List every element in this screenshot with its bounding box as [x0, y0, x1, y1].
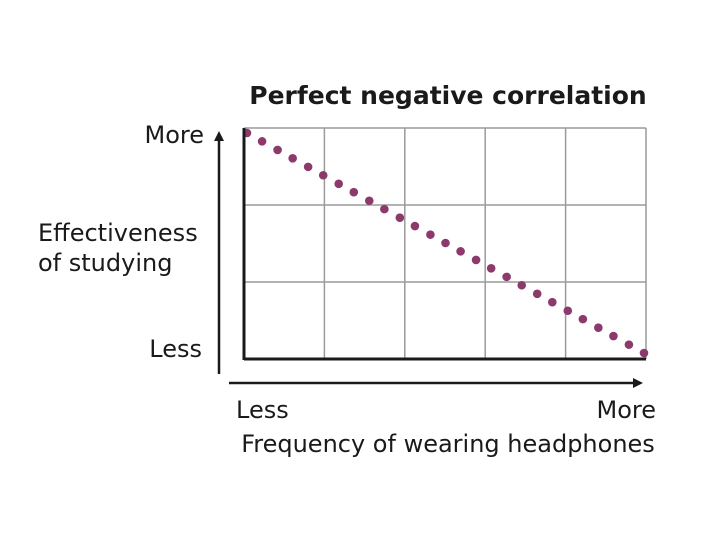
- y-axis-label-line-1: Effectiveness: [38, 219, 198, 247]
- data-point: [257, 137, 267, 146]
- y-axis-label-line-2: of studying: [38, 249, 172, 277]
- data-point: [288, 154, 297, 163]
- y-tick-label-more: More: [145, 121, 205, 149]
- data-point: [486, 264, 496, 273]
- data-point: [456, 247, 465, 256]
- data-point: [502, 272, 511, 282]
- data-point: [609, 331, 618, 341]
- data-point: [318, 170, 328, 180]
- x-tick-label-more: More: [597, 396, 657, 424]
- data-point: [426, 230, 435, 239]
- data-point: [303, 162, 313, 172]
- data-point: [273, 145, 282, 155]
- grid: [244, 127, 647, 359]
- data-point: [563, 306, 573, 316]
- data-point: [471, 255, 481, 265]
- data-point: [334, 179, 344, 189]
- data-point: [395, 213, 405, 222]
- data-point: [639, 348, 649, 358]
- data-point: [517, 280, 527, 290]
- y-tick-label-less: Less: [149, 335, 202, 363]
- data-point: [547, 297, 557, 307]
- data-points: [242, 128, 649, 358]
- x-axis-label: Frequency of wearing headphones: [241, 430, 655, 458]
- data-point: [410, 221, 420, 231]
- data-point: [380, 204, 389, 214]
- data-point: [532, 289, 542, 299]
- chart-title: Perfect negative correlation: [249, 81, 646, 110]
- data-point: [441, 238, 450, 248]
- data-point: [349, 187, 359, 197]
- data-point: [624, 340, 634, 349]
- data-point: [364, 196, 374, 206]
- x-tick-label-less: Less: [236, 396, 289, 424]
- data-point: [578, 314, 588, 324]
- data-point: [594, 323, 603, 333]
